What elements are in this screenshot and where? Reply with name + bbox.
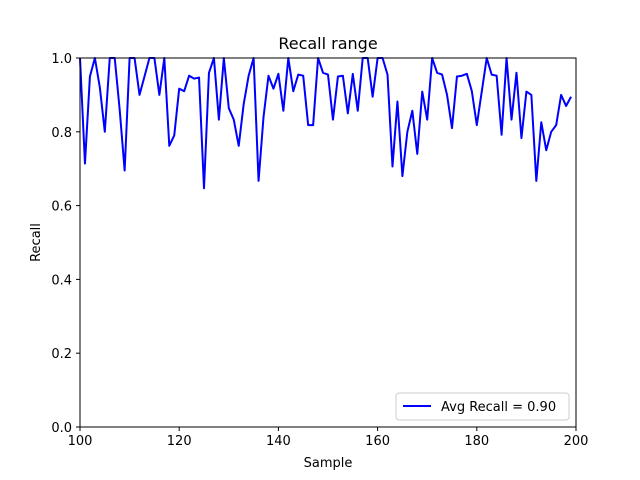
x-tick-label: 160 <box>365 434 390 449</box>
y-tick-label: 0.6 <box>51 200 72 215</box>
x-tick-label: 200 <box>564 434 589 449</box>
x-tick-label: 140 <box>266 434 291 449</box>
y-tick-label: 0.4 <box>51 273 72 288</box>
y-tick-label: 0.0 <box>51 421 72 436</box>
tick-group: 100 120 140 160 180 200 0.0 0.2 0.4 0.6 0.8 1.0 <box>51 52 588 449</box>
series-layer <box>79 57 572 190</box>
y-tick-label: 1.0 <box>51 52 72 67</box>
legend: Avg Recall = 0.90 <box>395 392 570 421</box>
y-tick-label: 0.8 <box>51 126 72 141</box>
plot-frame <box>79 57 577 428</box>
legend-box <box>395 392 570 421</box>
x-axis-label: Sample <box>304 456 353 471</box>
y-tick-label: 0.2 <box>51 347 72 362</box>
x-tick-label: 100 <box>68 434 93 449</box>
legend-label: Avg Recall = 0.90 <box>441 400 556 415</box>
series-line-avg-recall <box>79 57 572 190</box>
y-axis-label: Recall <box>29 223 44 262</box>
x-tick-label: 180 <box>464 434 489 449</box>
x-tick-label: 120 <box>167 434 192 449</box>
chart-title: Recall range <box>278 34 377 53</box>
